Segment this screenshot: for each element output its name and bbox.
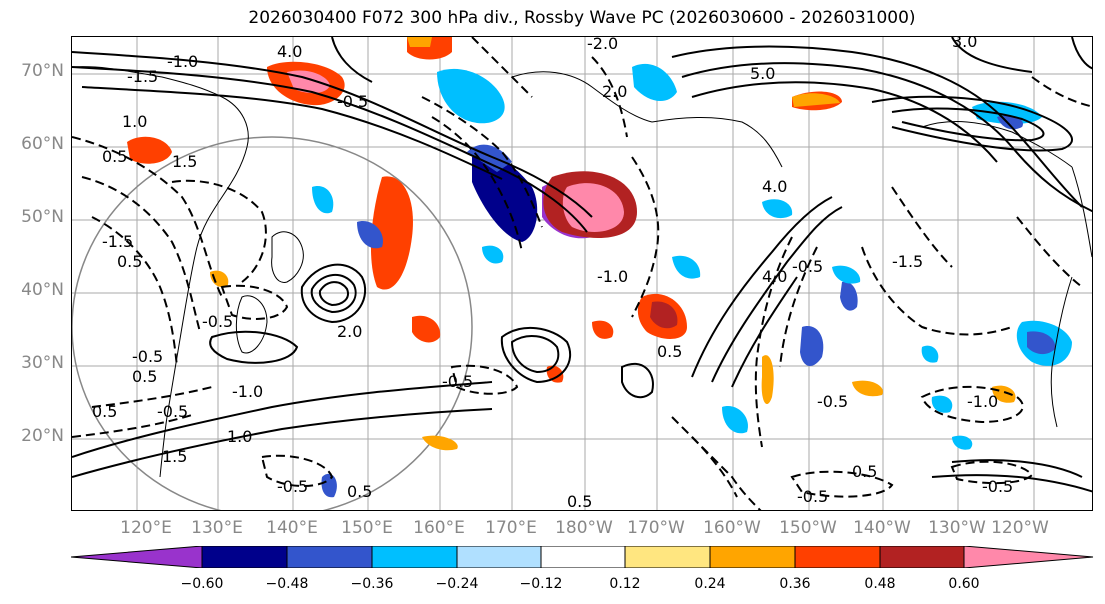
lon-label-150w: 150°W — [779, 518, 837, 538]
contour-label: 0.5 — [102, 147, 127, 166]
lon-label-120e: 120°E — [120, 518, 172, 538]
colorbar-tick-label: −0.36 — [350, 576, 394, 592]
contour-label: 2.0 — [337, 322, 362, 341]
lon-label-140w: 140°W — [853, 518, 911, 538]
map-canvas: 4.0 3.0 5.0 -1.0 -2.0 -1.5 2.0 -0.5 0.5 … — [72, 37, 1092, 511]
solid-contours — [72, 37, 1092, 493]
contour-label: -0.5 — [442, 372, 473, 391]
contour-label: 4.0 — [762, 267, 787, 286]
lon-label-160w: 160°W — [703, 518, 761, 538]
colorbar-tick-label: 0.24 — [694, 576, 726, 592]
lat-label-30n: 30°N — [21, 353, 64, 373]
contour-label: 0.5 — [92, 402, 117, 421]
colorbar-segment — [624, 546, 711, 568]
colorbar-segment — [201, 546, 288, 568]
colorbar-segment — [540, 546, 626, 568]
contour-label: -0.5 — [817, 392, 848, 411]
contour-label: 3.0 — [952, 37, 977, 51]
colorbar-tick-label: 0.12 — [609, 576, 641, 592]
colorbar-tick-label: −0.12 — [519, 576, 563, 592]
colorbar-tick-label: −0.60 — [180, 576, 224, 592]
colorbar-tick-label: −0.24 — [435, 576, 479, 592]
contour-label: -0.5 — [277, 477, 308, 496]
colorbar-segment — [709, 546, 796, 568]
contour-label: -0.5 — [337, 92, 368, 111]
wave-packet-outline — [72, 136, 473, 510]
lon-label-180w: 180°W — [555, 518, 613, 538]
contour-label: 1.5 — [162, 447, 187, 466]
colorbar-segment — [71, 546, 203, 568]
lon-label-130e: 130°E — [191, 518, 243, 538]
lon-label-140e: 140°E — [266, 518, 318, 538]
colorbar-segment — [794, 546, 881, 568]
colorbar-tick-label: 0.60 — [948, 576, 980, 592]
colorbar — [71, 546, 1094, 568]
colorbar-tick-label: 0.48 — [864, 576, 896, 592]
lat-label-20n: 20°N — [21, 426, 64, 446]
colorbar-segment — [286, 546, 373, 568]
colorbar-tick-label: −0.48 — [265, 576, 309, 592]
contour-label: -0.5 — [792, 257, 823, 276]
lon-label-130w: 130°W — [928, 518, 986, 538]
contour-label: -1.5 — [892, 252, 923, 271]
lat-label-50n: 50°N — [21, 207, 64, 227]
contour-label: -1.0 — [232, 382, 263, 401]
contour-label: 1.0 — [227, 427, 252, 446]
contour-label: -0.5 — [982, 477, 1013, 496]
contour-label: 1.5 — [172, 152, 197, 171]
colorbar-segment — [963, 546, 1094, 568]
contour-label: 1.0 — [122, 112, 147, 131]
contour-label: 0.5 — [657, 342, 682, 361]
contour-label: -1.0 — [967, 392, 998, 411]
contour-label: 0.5 — [347, 482, 372, 501]
lon-label-160e: 160°E — [413, 518, 465, 538]
colorbar-segment — [879, 546, 965, 568]
colorbar-segment — [371, 546, 458, 568]
colorbar-tick-label: 0.36 — [779, 576, 811, 592]
lon-label-170e: 170°E — [485, 518, 537, 538]
contour-label: 2.0 — [602, 82, 627, 101]
lat-label-40n: 40°N — [21, 280, 64, 300]
lon-label-150e: 150°E — [341, 518, 393, 538]
lat-label-60n: 60°N — [21, 134, 64, 154]
lon-label-170w: 170°W — [627, 518, 685, 538]
contour-label: 4.0 — [762, 177, 787, 196]
lon-label-120w: 120°W — [991, 518, 1049, 538]
graticule — [72, 37, 1092, 510]
contour-label: -0.5 — [157, 402, 188, 421]
coastlines — [72, 66, 1092, 478]
contour-label: -2.0 — [587, 37, 618, 53]
contour-label: 5.0 — [750, 64, 775, 83]
contour-label: 0.5 — [117, 252, 142, 271]
contour-label: 0.5 — [132, 367, 157, 386]
contour-label: -0.5 — [202, 312, 233, 331]
contour-label: -1.5 — [127, 67, 158, 86]
contour-label: 0.5 — [567, 492, 592, 511]
contour-label: -1.0 — [167, 52, 198, 71]
contour-label: -0.5 — [797, 487, 828, 506]
contour-label: 0.5 — [852, 462, 877, 481]
contour-label: -1.0 — [597, 267, 628, 286]
contour-label: -1.5 — [102, 232, 133, 251]
dashed-contours — [72, 37, 1092, 510]
contour-labels: 4.0 3.0 5.0 -1.0 -2.0 -1.5 2.0 -0.5 0.5 … — [92, 37, 1013, 511]
figure-title: 2026030400 F072 300 hPa div., Rossby Wav… — [248, 8, 916, 28]
lat-label-70n: 70°N — [21, 61, 64, 81]
contour-label: -0.5 — [132, 347, 163, 366]
colorbar-segment — [456, 546, 542, 568]
contour-label: 4.0 — [277, 42, 302, 61]
map-panel: 4.0 3.0 5.0 -1.0 -2.0 -1.5 2.0 -0.5 0.5 … — [71, 36, 1093, 511]
